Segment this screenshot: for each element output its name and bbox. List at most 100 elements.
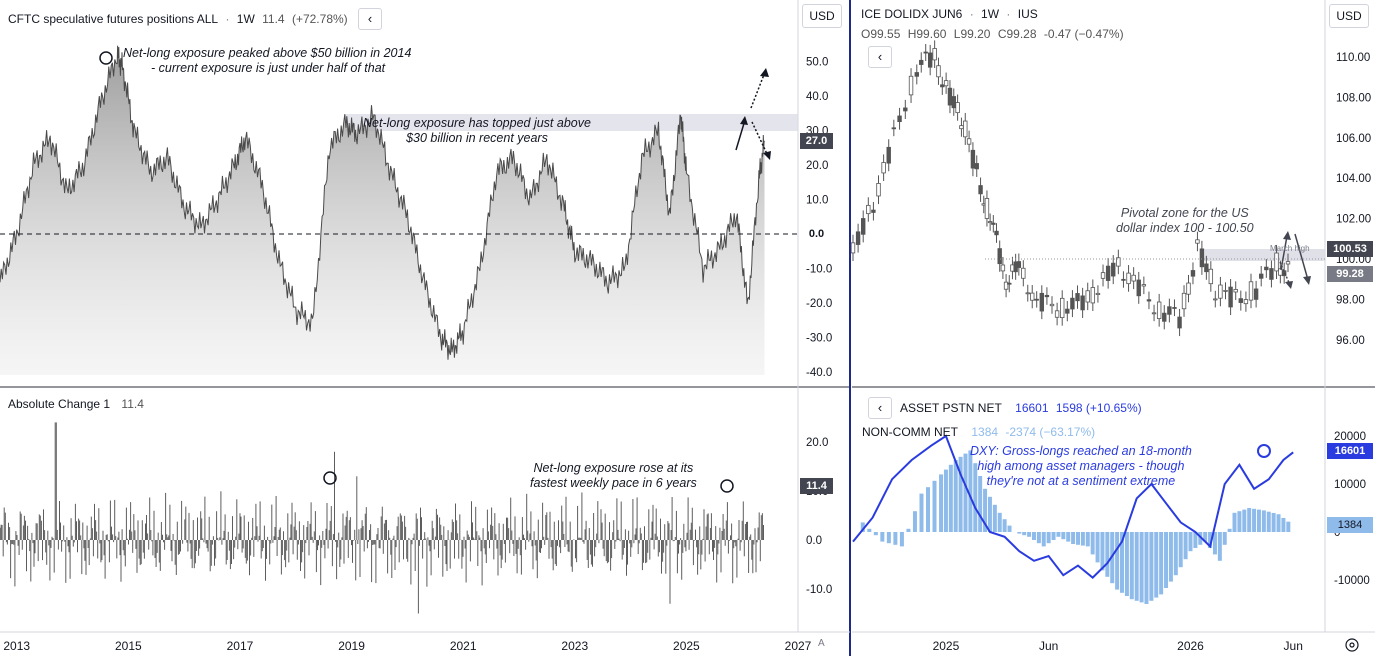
cftc-y-tick-label: 10.0 [806, 195, 828, 207]
noncomm-title: NON-COMM NET [862, 425, 958, 439]
cftc-y-tick-label: -10.0 [806, 264, 832, 276]
left-x-tick-label: 2019 [338, 639, 365, 653]
settings-gear-icon-center [1349, 642, 1355, 648]
dxy-candle-body [1259, 273, 1264, 279]
noncomm-bar [1022, 532, 1027, 536]
asset-last-tag: 16601 [1327, 443, 1373, 459]
dxy-candle-body [1126, 272, 1131, 285]
noncomm-bar [1027, 532, 1032, 537]
cftc-y-tick-label: -30.0 [806, 333, 832, 345]
noncomm-bar [932, 480, 937, 532]
dxy-candle-body [1151, 312, 1157, 315]
dxy-collapse-button[interactable]: ‹ [868, 46, 892, 68]
dxy-candle-body [903, 107, 908, 112]
noncomm-bar [1261, 510, 1266, 532]
dxy-candle-body [1141, 284, 1147, 287]
noncomm-bar [983, 488, 988, 532]
noncomm-bar [1090, 532, 1095, 555]
arrow-up-dotted-head [760, 68, 769, 77]
cot-collapse-button[interactable]: ‹ [868, 397, 892, 419]
noncomm-bar [1198, 532, 1203, 545]
chevron-left-icon: ‹ [877, 49, 883, 64]
left-top-legend: CFTC speculative futures positions ALL ·… [8, 12, 348, 26]
dxy-candle-body [970, 149, 976, 169]
cftc-area-line [0, 45, 765, 360]
noncomm-bar [1252, 508, 1257, 532]
dxy-candle-body [1007, 282, 1012, 285]
dxy-candle-body [1204, 263, 1209, 273]
dxy-candle-body [1156, 301, 1162, 319]
noncomm-bar [1178, 532, 1183, 568]
dxy-candle-body [1034, 298, 1039, 301]
dxy-candle-body [886, 146, 891, 164]
noncomm-bar [860, 522, 865, 532]
cftc-zero-tag: 0.0 [800, 226, 833, 242]
dxy-candle-body [1136, 279, 1141, 297]
left-x-tick-label: 2023 [561, 639, 588, 653]
noncomm-bar [992, 504, 997, 532]
noncomm-bar [1066, 532, 1071, 542]
noncomm-bar [1159, 532, 1164, 595]
peak-annotation-line-2: - current exposure is just under half of… [151, 61, 386, 75]
dxy-candle-body [1274, 252, 1279, 272]
dxy-candle-body [1030, 292, 1035, 301]
dxy-candle-body [1131, 274, 1136, 282]
noncomm-bar [1208, 532, 1213, 548]
dxy-high: H99.60 [907, 27, 947, 41]
left-x-tick-label: 2021 [450, 639, 477, 653]
left-currency-button[interactable]: USD [802, 4, 842, 28]
dxy-candle-body [871, 209, 876, 213]
noncomm-bar [973, 463, 978, 532]
right-x-tick-label: 2026 [1177, 639, 1204, 653]
noncomm-bar [1266, 511, 1271, 532]
noncomm-bar [1222, 532, 1227, 545]
right-currency-button[interactable]: USD [1329, 4, 1369, 28]
noncomm-bar [1129, 532, 1134, 600]
collapse-legend-button[interactable]: ‹ [358, 8, 382, 30]
dxy-candle-body [919, 59, 924, 65]
noncomm-bar [1031, 532, 1036, 540]
pivotal-annotation-line-2: dollar index 100 - 100.50 [1116, 221, 1254, 235]
abs-change-last-tag: 11.4 [800, 478, 833, 494]
noncomm-bar [953, 460, 958, 532]
dxy-open: O99.55 [861, 27, 901, 41]
asset-annotation-line-2: high among asset managers - though [977, 459, 1185, 473]
topped-annotation: Net-long exposure has topped just above … [363, 116, 591, 146]
noncomm-bar [1120, 532, 1125, 593]
arrow-down-dotted-head [763, 151, 771, 160]
auto-scale-icon[interactable]: A [818, 638, 825, 649]
noncomm-bar [1075, 532, 1080, 545]
dxy-ohlc: O99.55 H99.60 L99.20 C99.28 -0.47 (−0.47… [861, 27, 1128, 41]
left-bottom-legend: Absolute Change 1 11.4 [8, 397, 148, 411]
dxy-arrow-up [1280, 235, 1288, 271]
dxy-candle-body [1000, 264, 1006, 272]
noncomm-bar [1041, 532, 1046, 547]
dxy-candle-body [861, 218, 866, 235]
right-x-tick-label: Jun [1284, 639, 1303, 653]
dxy-candle-body [1285, 261, 1291, 265]
dxy-candle-body [991, 222, 996, 225]
noncomm-bar [919, 493, 924, 532]
topped-zone-band [345, 114, 798, 131]
asset-annotation-line-1: DXY: Gross-longs reached an 18-month [970, 444, 1192, 458]
dxy-y-tick-label: 100.00 [1336, 254, 1371, 266]
noncomm-bar [880, 532, 885, 542]
noncomm-bar [1134, 532, 1139, 601]
dxy-y-tick-label: 98.00 [1336, 294, 1365, 306]
noncomm-bar [1149, 532, 1154, 601]
dxy-candle-body [1121, 278, 1126, 281]
dxy-candle-body [1238, 298, 1244, 303]
dxy-arrow-dotted-down-head [1285, 281, 1293, 289]
dxy-last-tag: 99.28 [1327, 266, 1373, 282]
dxy-candle-body [943, 80, 949, 87]
cftc-y-tick-label: 50.0 [806, 57, 828, 69]
dxy-candle-body [1177, 316, 1182, 329]
dxy-high-tag: 100.53 [1327, 241, 1373, 257]
noncomm-bar [886, 532, 891, 544]
abs-change-value: 11.4 [121, 397, 144, 411]
noncomm-bar [1046, 532, 1051, 544]
settings-gear-icon[interactable] [1345, 638, 1359, 652]
noncomm-bar [893, 532, 898, 545]
abs-change-y-tick-label: -10.0 [806, 584, 832, 596]
dxy-candle-body [1003, 281, 1009, 290]
